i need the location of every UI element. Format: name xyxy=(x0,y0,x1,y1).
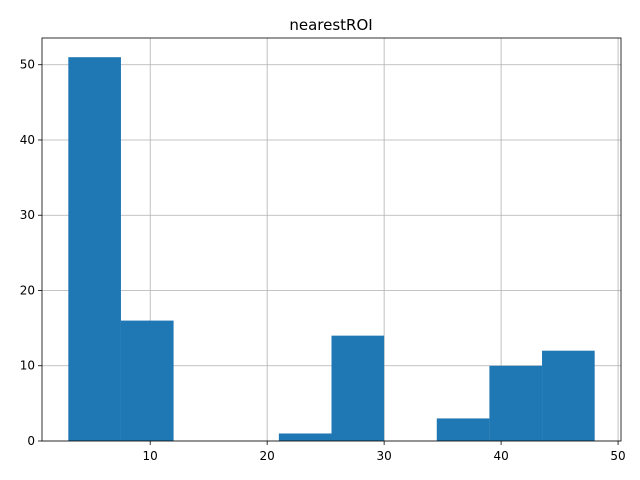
y-axis-ticks: 0 10 20 30 40 50 xyxy=(20,58,42,448)
histogram-bar xyxy=(68,57,121,441)
x-axis-ticks: 10 20 30 40 50 xyxy=(143,441,626,463)
histogram-bar xyxy=(542,350,595,441)
y-tick-label: 0 xyxy=(27,434,35,448)
x-tick-label: 10 xyxy=(143,449,158,463)
y-tick-label: 50 xyxy=(20,58,35,72)
y-tick-label: 20 xyxy=(20,283,35,297)
histogram-bar xyxy=(489,365,543,441)
x-tick-label: 50 xyxy=(610,449,625,463)
axes xyxy=(41,37,622,442)
histogram-bar xyxy=(278,433,332,441)
x-tick-label: 30 xyxy=(376,449,391,463)
x-tick-label: 40 xyxy=(493,449,508,463)
chart-title: nearestROI xyxy=(289,16,372,34)
y-tick-label: 10 xyxy=(20,359,35,373)
histogram-bar xyxy=(120,320,174,441)
y-tick-label: 30 xyxy=(20,208,35,222)
x-tick-label: 20 xyxy=(260,449,275,463)
histogram-bar xyxy=(331,335,385,441)
plot-frame xyxy=(41,37,622,442)
y-tick-label: 40 xyxy=(20,133,35,147)
histogram-bar xyxy=(436,418,490,441)
histogram-bars xyxy=(68,57,595,441)
